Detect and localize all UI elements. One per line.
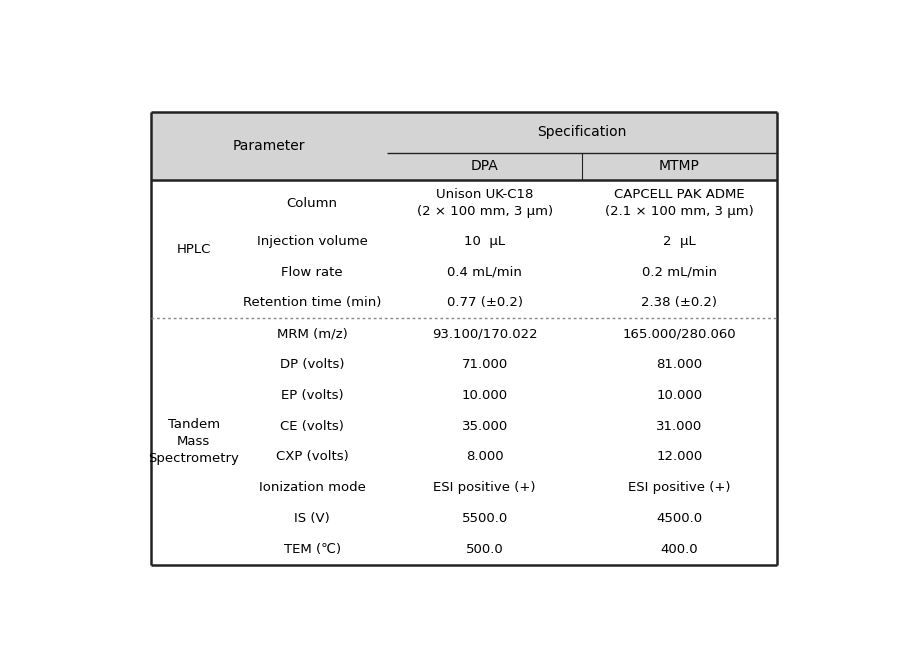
Text: 165.000/280.060: 165.000/280.060 <box>622 327 736 341</box>
Text: 0.2 mL/min: 0.2 mL/min <box>642 266 717 279</box>
Text: 0.77 (±0.2): 0.77 (±0.2) <box>446 296 523 310</box>
Text: ESI positive (+): ESI positive (+) <box>629 481 731 494</box>
Text: Specification: Specification <box>537 125 627 139</box>
Text: Injection volume: Injection volume <box>257 235 367 248</box>
Text: CE (volts): CE (volts) <box>280 420 344 432</box>
Text: Tandem
Mass
Spectrometry: Tandem Mass Spectrometry <box>148 418 239 465</box>
Text: 10  μL: 10 μL <box>464 235 506 248</box>
Text: Unison UK-C18
(2 × 100 mm, 3 μm): Unison UK-C18 (2 × 100 mm, 3 μm) <box>417 188 553 218</box>
Text: 2.38 (±0.2): 2.38 (±0.2) <box>641 296 718 310</box>
Text: 8.000: 8.000 <box>466 450 504 463</box>
Text: MTMP: MTMP <box>659 159 700 174</box>
Text: MRM (m/z): MRM (m/z) <box>277 327 348 341</box>
Text: CAPCELL PAK ADME
(2.1 × 100 mm, 3 μm): CAPCELL PAK ADME (2.1 × 100 mm, 3 μm) <box>605 188 753 218</box>
Text: DP (volts): DP (volts) <box>280 358 344 371</box>
Text: EP (volts): EP (volts) <box>281 389 343 402</box>
Text: ESI positive (+): ESI positive (+) <box>434 481 536 494</box>
Text: 35.000: 35.000 <box>462 420 507 432</box>
Text: 5500.0: 5500.0 <box>462 512 507 525</box>
Text: 2  μL: 2 μL <box>663 235 696 248</box>
Text: Retention time (min): Retention time (min) <box>243 296 382 310</box>
Text: TEM (℃): TEM (℃) <box>284 543 340 556</box>
Text: IS (V): IS (V) <box>295 512 330 525</box>
Text: 93.100/170.022: 93.100/170.022 <box>432 327 538 341</box>
Text: 31.000: 31.000 <box>656 420 702 432</box>
Text: DPA: DPA <box>471 159 498 174</box>
Text: CXP (volts): CXP (volts) <box>276 450 348 463</box>
Text: 400.0: 400.0 <box>661 543 699 556</box>
Text: 12.000: 12.000 <box>656 450 702 463</box>
Text: HPLC: HPLC <box>177 243 211 255</box>
Text: 0.4 mL/min: 0.4 mL/min <box>447 266 522 279</box>
Bar <box>151 112 777 180</box>
Text: Ionization mode: Ionization mode <box>259 481 365 494</box>
Text: 4500.0: 4500.0 <box>656 512 702 525</box>
Text: Parameter: Parameter <box>233 139 305 153</box>
Text: 81.000: 81.000 <box>656 358 702 371</box>
Text: 10.000: 10.000 <box>656 389 702 402</box>
Text: Column: Column <box>286 197 338 209</box>
Bar <box>151 180 777 564</box>
Text: Flow rate: Flow rate <box>281 266 343 279</box>
Text: 500.0: 500.0 <box>466 543 504 556</box>
Text: 71.000: 71.000 <box>462 358 507 371</box>
Text: 10.000: 10.000 <box>462 389 507 402</box>
